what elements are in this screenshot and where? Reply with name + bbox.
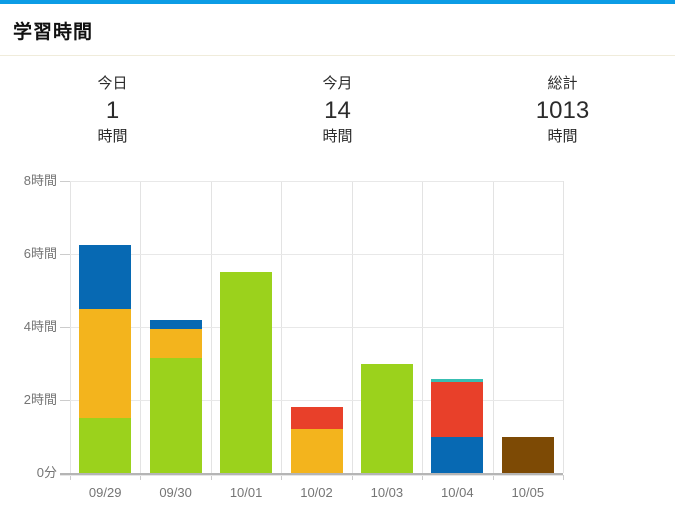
stat-label: 今日 [97,75,128,92]
x-axis-label: 10/04 [441,485,474,500]
y-axis-tick [60,181,70,182]
study-time-chart: 0分 2時間 4時間 6時間 8時間 09/29 09/30 10/01 10/02 10/03 1… [0,173,675,508]
x-axis-label: 09/30 [159,485,192,500]
gridline-horizontal [70,181,563,182]
stat-unit: 時間 [322,128,353,145]
y-axis-tick [60,254,70,255]
bar-segment-blue [149,319,202,329]
bar-segment-orange [290,429,343,473]
x-axis-label: 10/01 [229,485,263,500]
gridline-horizontal [70,254,563,255]
header: 学習時間 [0,4,675,56]
stat-this-month: 今月 14 時間 [225,74,450,146]
x-axis-line [60,473,563,475]
x-axis-line-shadow [60,475,563,476]
bar-segment-orange [149,328,202,358]
stat-total: 総計 1013 時間 [450,74,675,146]
stat-label: 今月 [322,75,353,92]
gridline-vertical [563,181,564,473]
stat-label: 総計 [547,75,578,92]
x-axis-tick [492,475,494,480]
y-axis-tick [60,400,70,401]
stat-unit: 時間 [97,128,128,145]
bar-segment-orange [79,308,132,419]
gridline-horizontal [70,327,563,328]
x-axis-label: 10/05 [511,485,545,500]
x-axis-tick [140,475,142,480]
page-title: 学習時間 [13,22,94,43]
y-axis-label: 4時間 [23,319,57,334]
bar-segment-teal [431,378,484,382]
bar-segment-green [79,418,132,474]
bar-segment-brown [501,436,554,473]
stat-value: 14 [324,97,351,124]
gridline-horizontal [70,400,563,401]
y-axis-label: 2時間 [23,392,57,407]
x-axis-tick [422,475,424,480]
stat-value: 1013 [535,97,590,124]
y-axis-tick [60,327,70,328]
bar-segment-red [431,381,484,437]
top-accent-bar [0,0,675,4]
y-axis-label: 0分 [36,465,57,480]
x-axis-tick [281,475,283,480]
x-axis-label: 09/29 [88,485,122,500]
bar-segment-green [360,363,413,473]
x-axis-label: 10/03 [370,485,404,500]
y-axis-label: 8時間 [23,173,57,188]
bar-segment-blue [431,436,484,473]
x-axis-tick [351,475,353,480]
x-axis-tick [70,475,71,480]
bar-segment-green [149,358,202,473]
y-axis-label: 6時間 [23,246,57,261]
x-axis-label: 10/02 [300,485,333,500]
bar-segment-green [220,272,273,474]
stats-row: 今日 1 時間 今月 14 時間 総計 1013 時間 [0,74,675,146]
x-axis-tick [563,475,564,480]
stat-value: 1 [105,97,120,124]
x-axis-tick [210,475,212,480]
stat-unit: 時間 [547,128,578,145]
bar-segment-red [290,407,343,430]
stat-today: 今日 1 時間 [0,74,225,146]
bar-segment-blue [79,244,132,309]
